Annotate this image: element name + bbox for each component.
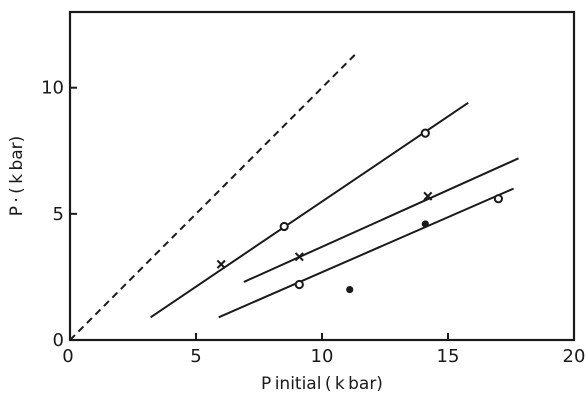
fit-line-3 — [218, 187, 514, 319]
axis-frame — [68, 10, 576, 342]
tick-marks — [70, 86, 449, 340]
y-tick-label-10: 10 — [41, 78, 64, 99]
x-tick-label-15: 15 — [437, 346, 460, 367]
x-tick-label-20: 20 — [563, 346, 586, 367]
point-open-circle-3 — [294, 279, 304, 290]
x-tick-label-0: 0 — [62, 346, 73, 367]
point-filled-circle-2 — [421, 220, 429, 228]
reference-line-dashed — [69, 54, 356, 341]
fit-line-1 — [150, 102, 469, 319]
x-tick-label-10: 10 — [311, 346, 334, 367]
point-cross-1 — [216, 259, 226, 269]
point-open-circle-4 — [493, 194, 503, 204]
x-tick-label-5: 5 — [190, 346, 201, 367]
point-open-circle-1 — [279, 221, 289, 232]
y-axis-label: P · ( k bar) — [7, 136, 27, 217]
point-cross-2 — [294, 252, 304, 262]
plot-area — [69, 54, 519, 341]
point-cross-3 — [423, 191, 433, 201]
x-axis-label: P initial ( k bar) — [261, 374, 383, 394]
point-filled-circle-1 — [346, 285, 354, 294]
y-tick-label-5: 5 — [53, 204, 64, 225]
y-tick-label-0: 0 — [53, 330, 64, 351]
tick-labels: 0 5 10 15 20 0 5 10 — [41, 78, 585, 367]
fit-line-2 — [243, 157, 519, 283]
point-open-circle-2 — [420, 128, 430, 138]
